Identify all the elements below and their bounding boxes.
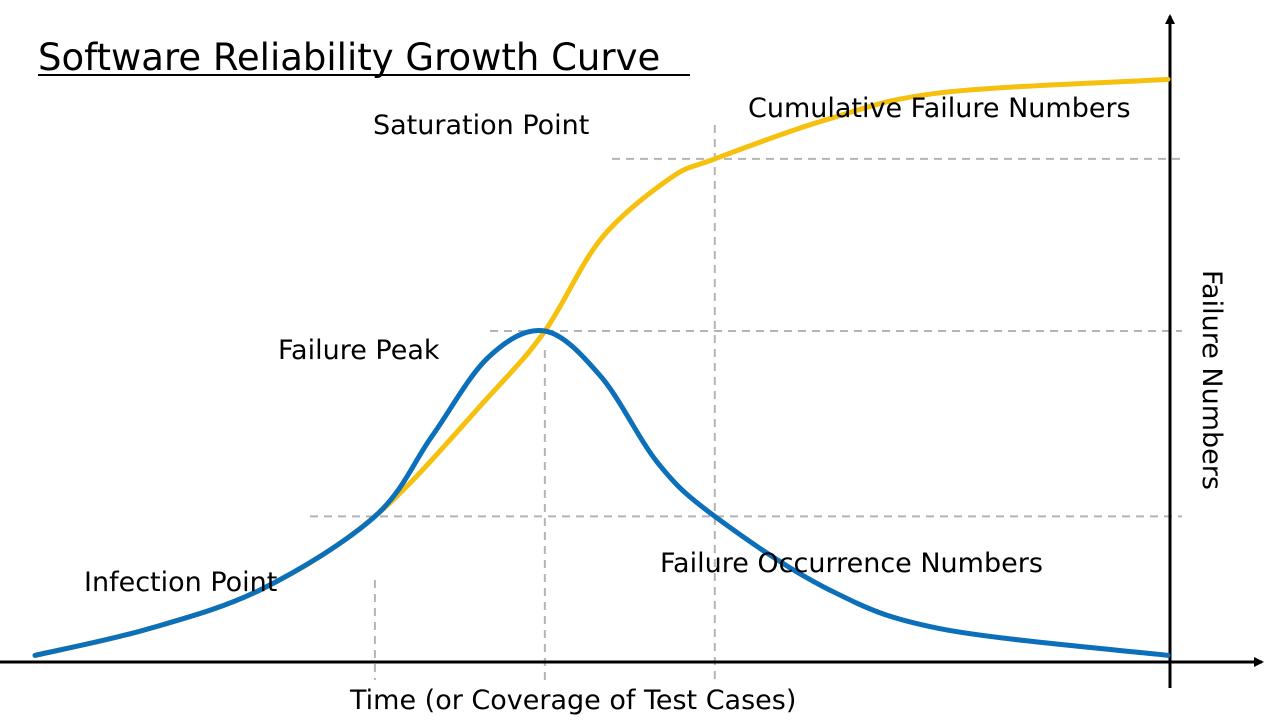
failure-peak-label: Failure Peak <box>278 335 440 366</box>
legend-cumulative-failure-numbers: Cumulative Failure Numbers <box>748 93 1131 124</box>
saturation-point-label: Saturation Point <box>373 110 589 141</box>
infection-point-label: Infection Point <box>84 567 277 598</box>
reference-lines <box>310 125 1182 680</box>
chart-title: Software Reliability Growth Curve <box>38 36 660 79</box>
x-axis-label: Time (or Coverage of Test Cases) <box>349 685 796 716</box>
y-axis-label: Failure Numbers <box>1196 270 1227 490</box>
legend-failure-occurrence-numbers: Failure Occurrence Numbers <box>660 548 1043 579</box>
failure-occurrence-curve <box>32 327 1171 658</box>
